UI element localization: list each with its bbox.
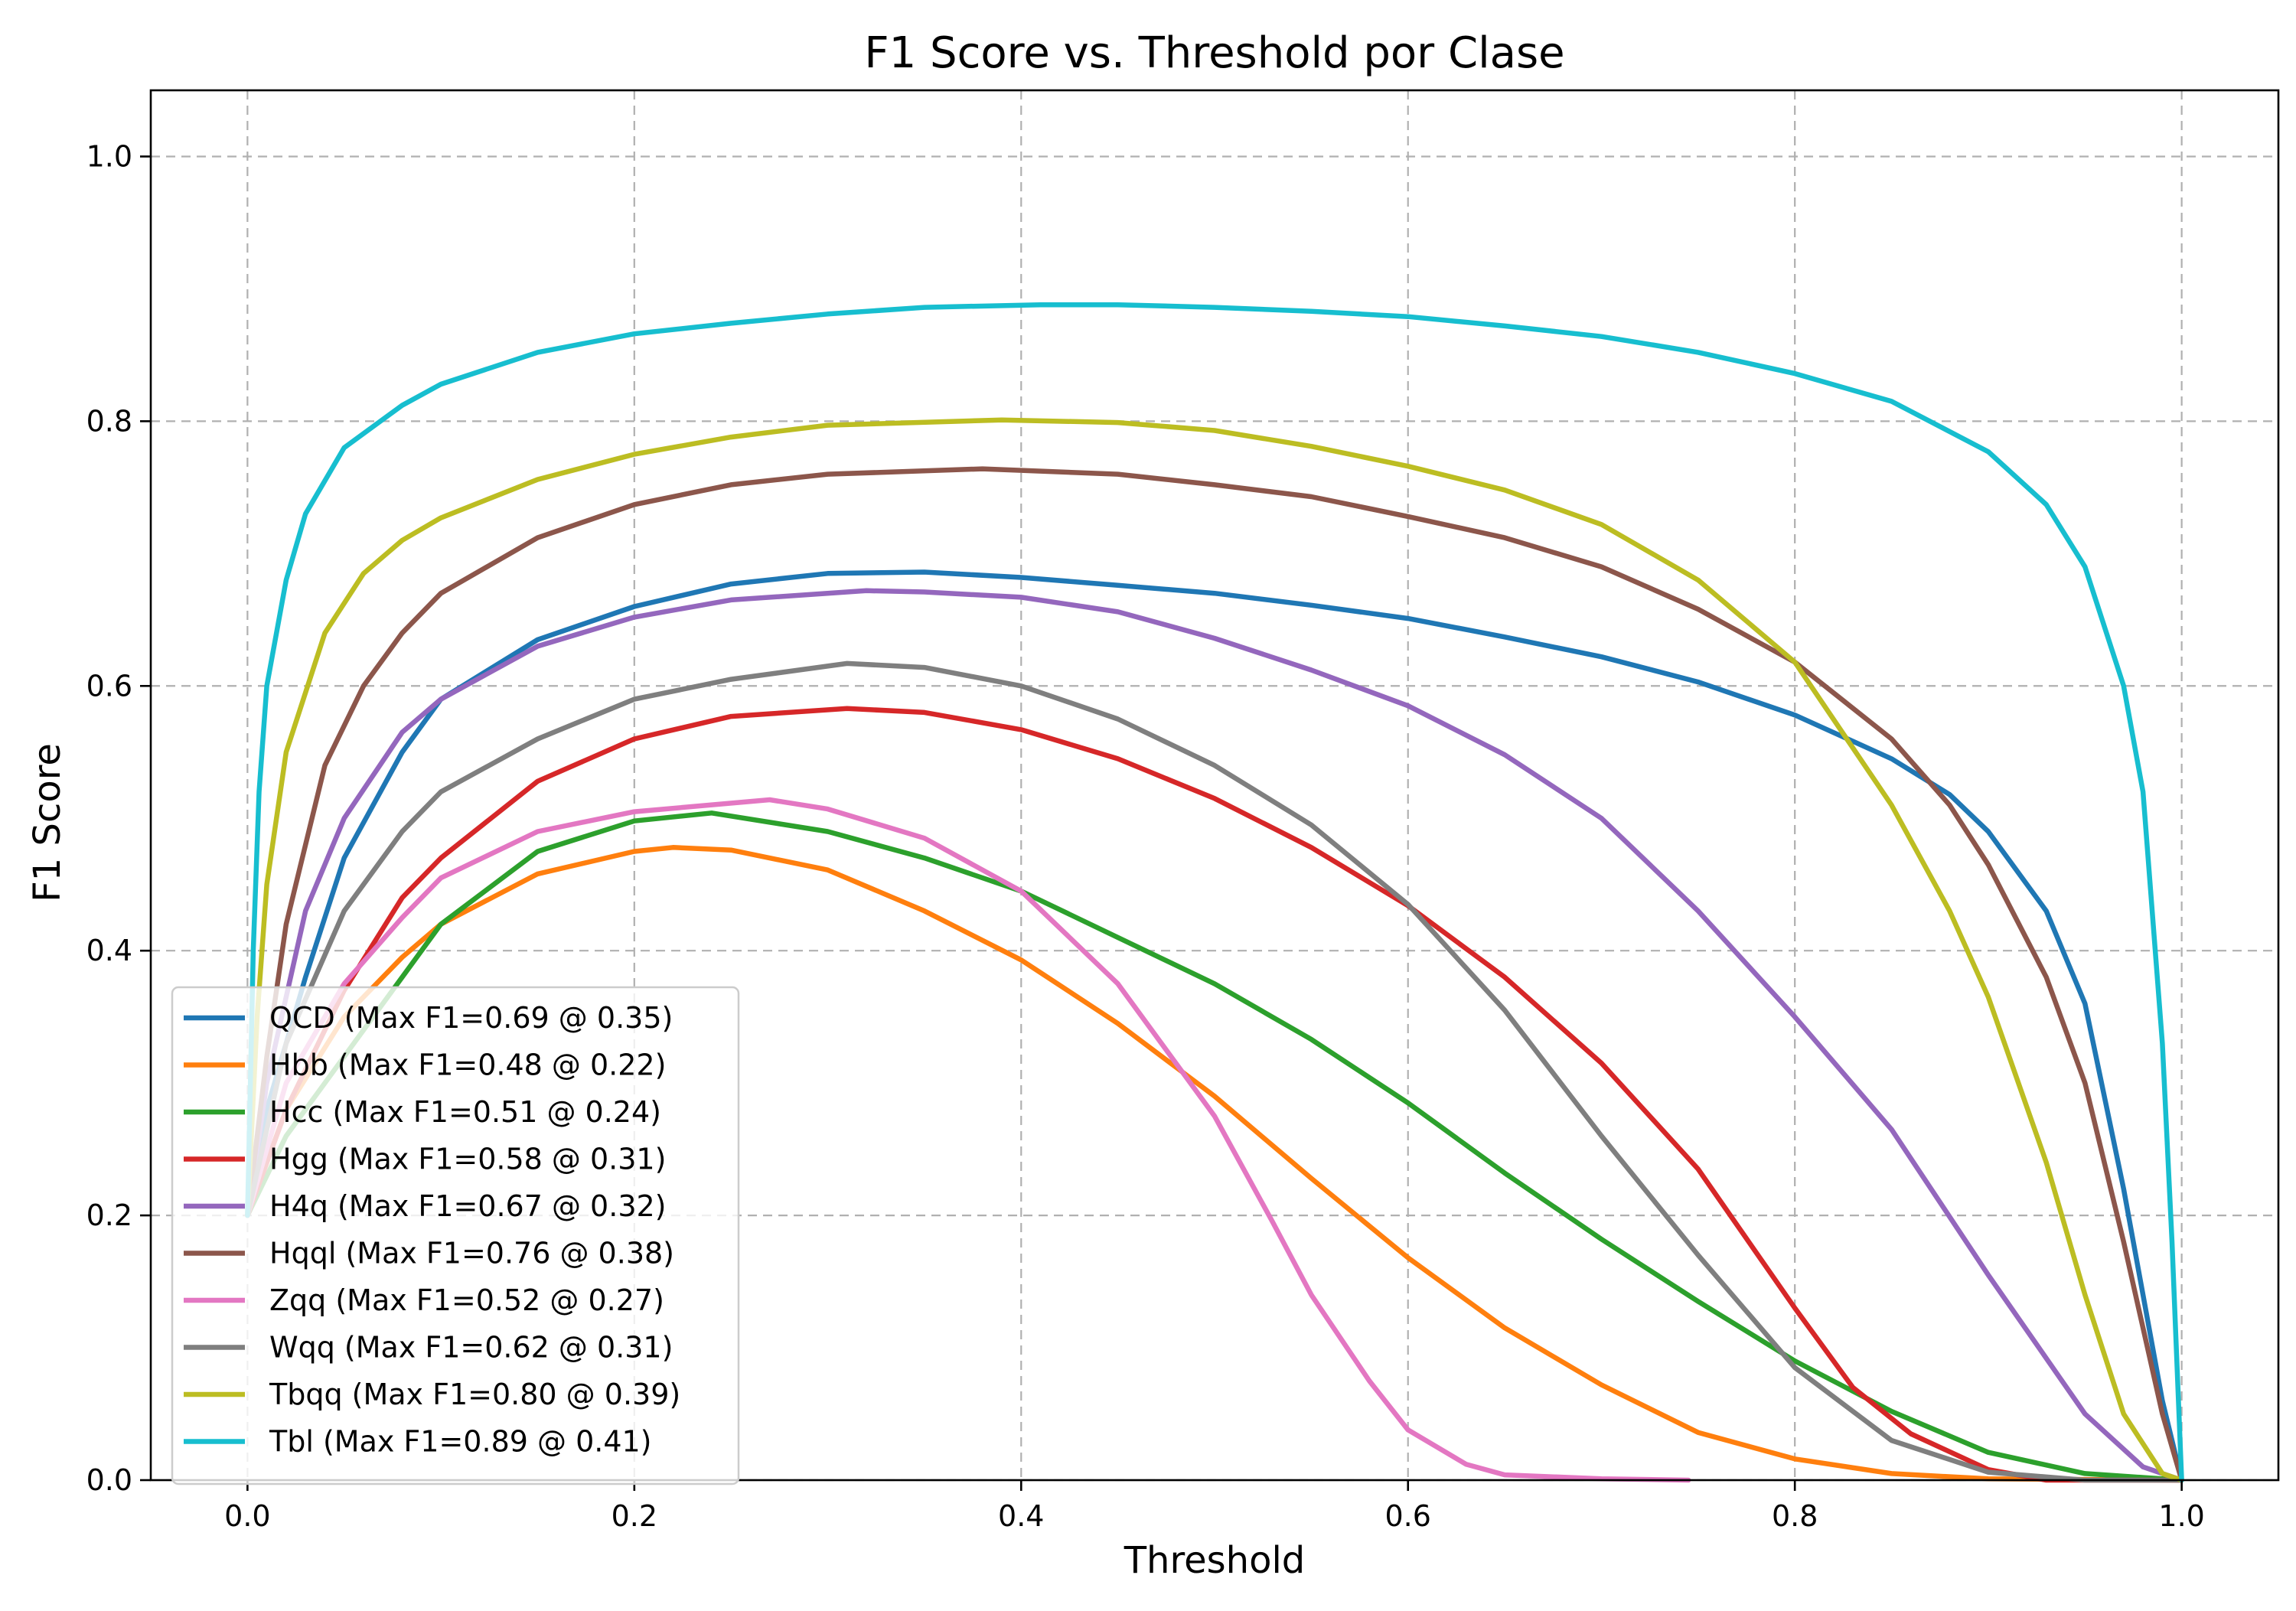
series-line-2 <box>245 810 2184 1483</box>
legend-label: H4q (Max F1=0.67 @ 0.32) <box>269 1189 667 1223</box>
legend-label: QCD (Max F1=0.69 @ 0.35) <box>269 1001 673 1035</box>
y-tick-label: 0.0 <box>86 1463 132 1497</box>
legend-label: Wqq (Max F1=0.62 @ 0.31) <box>269 1331 673 1365</box>
x-tick-label: 0.0 <box>224 1499 270 1533</box>
legend: QCD (Max F1=0.69 @ 0.35) Hbb (Max F1=0.48… <box>171 986 740 1485</box>
series-line-5 <box>245 466 2184 1483</box>
series-line-6 <box>245 797 1691 1483</box>
y-tick-label: 0.4 <box>86 934 132 967</box>
legend-label: Zqq (Max F1=0.52 @ 0.27) <box>269 1283 664 1317</box>
y-tick-label: 1.0 <box>86 139 132 173</box>
series-line-3 <box>245 706 2184 1483</box>
series-line-1 <box>245 845 2184 1483</box>
series-line-7 <box>245 660 2184 1483</box>
series-line-0 <box>245 569 2184 1483</box>
legend-label: Hbb (Max F1=0.48 @ 0.22) <box>269 1048 666 1082</box>
x-axis-label: Threshold <box>1124 1539 1306 1582</box>
legend-label: Hqql (Max F1=0.76 @ 0.38) <box>269 1237 674 1270</box>
x-tick-label: 0.2 <box>612 1499 657 1533</box>
x-tick-label: 0.4 <box>998 1499 1044 1533</box>
series-line-8 <box>245 417 2184 1483</box>
x-tick-label: 1.0 <box>2158 1499 2204 1533</box>
plot-area-frame <box>149 89 2280 1482</box>
x-tick-label: 0.6 <box>1385 1499 1431 1533</box>
y-tick-label: 0.6 <box>86 669 132 703</box>
y-axis-label: F1 Score <box>26 743 69 902</box>
grid <box>151 90 2278 1482</box>
y-tick-label: 0.2 <box>86 1198 132 1232</box>
legend-label: Tbqq (Max F1=0.80 @ 0.39) <box>269 1378 680 1411</box>
series-lines <box>245 302 2184 1483</box>
x-tick-label: 0.8 <box>1772 1499 1818 1533</box>
legend-label: Hcc (Max F1=0.51 @ 0.24) <box>269 1095 661 1129</box>
axis-ticks: 0.0 0.2 0.4 0.6 0.8 1.0 0.0 0.2 0.4 0.6 0.8 1.0 <box>86 139 2205 1533</box>
series-line-4 <box>245 588 2184 1483</box>
legend-label: Tbl (Max F1=0.89 @ 0.41) <box>269 1425 652 1459</box>
chart-title: F1 Score vs. Threshold por Clase <box>864 28 1564 78</box>
legend-label: Hgg (Max F1=0.58 @ 0.31) <box>269 1143 666 1176</box>
legend-frame <box>171 986 740 1485</box>
y-tick-label: 0.8 <box>86 404 132 438</box>
series-line-9 <box>245 302 2184 1483</box>
